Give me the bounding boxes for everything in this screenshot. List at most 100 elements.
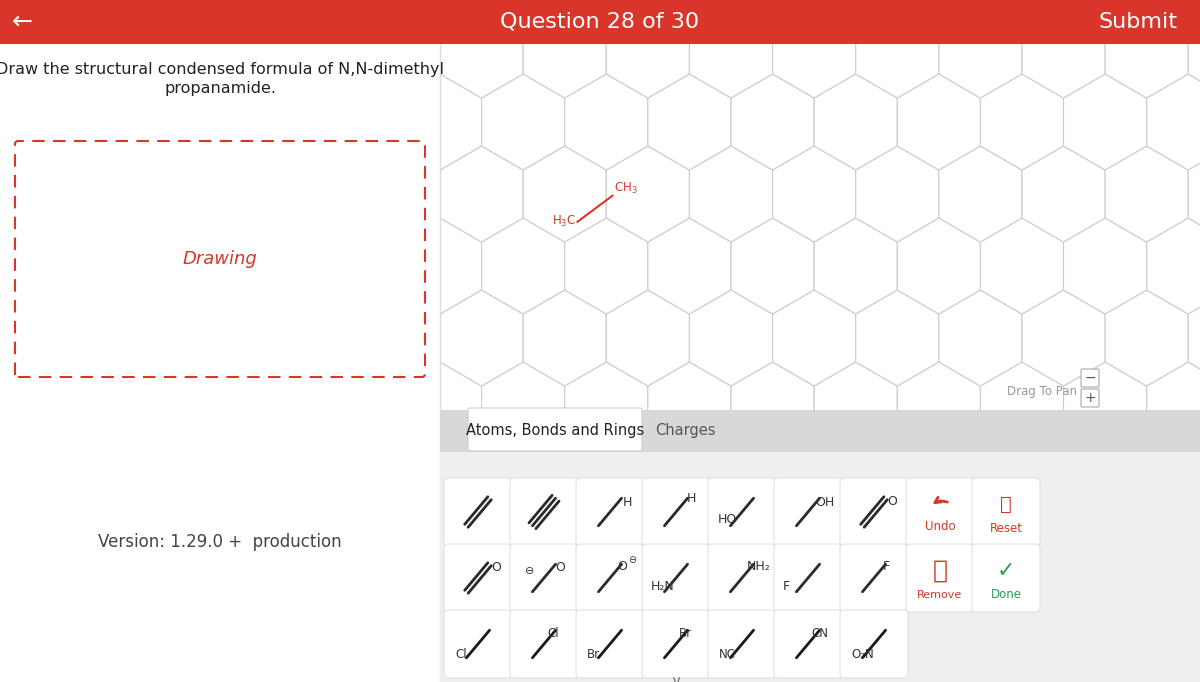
Text: O: O (617, 559, 628, 572)
Text: 🗑: 🗑 (1000, 495, 1012, 514)
Polygon shape (731, 74, 814, 170)
Polygon shape (398, 74, 481, 170)
FancyBboxPatch shape (972, 544, 1040, 612)
Text: ∨: ∨ (671, 674, 682, 682)
Text: Cl: Cl (547, 627, 559, 640)
FancyBboxPatch shape (774, 478, 842, 546)
Text: F: F (883, 559, 890, 572)
Polygon shape (481, 362, 565, 458)
FancyBboxPatch shape (14, 141, 425, 377)
Text: −: − (1084, 371, 1096, 385)
FancyBboxPatch shape (906, 544, 974, 612)
Polygon shape (606, 290, 690, 386)
Text: Remove: Remove (917, 590, 962, 599)
Polygon shape (980, 0, 1063, 26)
Polygon shape (398, 218, 481, 314)
Polygon shape (648, 0, 731, 26)
FancyBboxPatch shape (444, 610, 512, 678)
FancyBboxPatch shape (576, 610, 644, 678)
Polygon shape (773, 146, 856, 242)
Polygon shape (980, 218, 1063, 314)
Text: Submit: Submit (1099, 12, 1178, 32)
FancyBboxPatch shape (642, 478, 710, 546)
Polygon shape (980, 362, 1063, 458)
Bar (0, 0, 1200, 44)
Polygon shape (523, 2, 606, 98)
Text: F: F (782, 580, 790, 593)
Polygon shape (938, 146, 1022, 242)
Polygon shape (1105, 146, 1188, 242)
Polygon shape (731, 0, 814, 26)
Polygon shape (1022, 146, 1105, 242)
FancyBboxPatch shape (840, 544, 908, 612)
Text: Drawing: Drawing (182, 250, 257, 268)
Text: ←: ← (12, 10, 32, 34)
Polygon shape (1063, 0, 1147, 26)
Polygon shape (938, 2, 1022, 98)
Text: +: + (1084, 391, 1096, 405)
Polygon shape (1188, 146, 1200, 242)
FancyBboxPatch shape (642, 610, 710, 678)
FancyBboxPatch shape (708, 544, 776, 612)
Text: Version: 1.29.0 +  production: Version: 1.29.0 + production (98, 533, 342, 551)
Text: ✓: ✓ (997, 561, 1015, 581)
Text: H₂N: H₂N (650, 580, 674, 593)
Polygon shape (398, 362, 481, 458)
Text: Draw the structural condensed formula of N,N-dimethyl: Draw the structural condensed formula of… (0, 62, 444, 77)
Polygon shape (814, 362, 898, 458)
Polygon shape (814, 0, 898, 26)
Text: Question 28 of 30: Question 28 of 30 (500, 12, 700, 32)
Text: Br: Br (679, 627, 692, 640)
Polygon shape (1105, 290, 1188, 386)
FancyBboxPatch shape (840, 610, 908, 678)
Polygon shape (898, 74, 980, 170)
Polygon shape (1022, 290, 1105, 386)
Polygon shape (1188, 290, 1200, 386)
Text: H: H (623, 496, 632, 509)
Text: NC: NC (719, 649, 737, 662)
Text: ⓧ: ⓧ (932, 559, 948, 583)
Text: Undo: Undo (925, 520, 955, 533)
Polygon shape (1105, 2, 1188, 98)
Polygon shape (1063, 218, 1147, 314)
Bar (0, 44, 440, 682)
Text: H$_3$C: H$_3$C (552, 214, 576, 229)
Text: Done: Done (990, 589, 1021, 602)
Text: O₂N: O₂N (851, 649, 874, 662)
Polygon shape (606, 146, 690, 242)
Polygon shape (773, 2, 856, 98)
FancyBboxPatch shape (510, 610, 578, 678)
Polygon shape (1147, 74, 1200, 170)
Polygon shape (690, 2, 773, 98)
FancyBboxPatch shape (774, 544, 842, 612)
Text: Br: Br (587, 649, 600, 662)
Bar (440, 44, 1200, 410)
FancyBboxPatch shape (576, 478, 644, 546)
Text: O: O (554, 561, 565, 574)
Polygon shape (648, 362, 731, 458)
FancyBboxPatch shape (576, 544, 644, 612)
Polygon shape (856, 146, 938, 242)
Text: HO: HO (718, 513, 737, 526)
Polygon shape (690, 290, 773, 386)
Polygon shape (648, 218, 731, 314)
FancyBboxPatch shape (444, 478, 512, 546)
Polygon shape (690, 146, 773, 242)
Text: propanamide.: propanamide. (164, 81, 276, 96)
Polygon shape (856, 2, 938, 98)
Polygon shape (565, 218, 648, 314)
Text: O: O (491, 561, 502, 574)
FancyBboxPatch shape (1081, 369, 1099, 387)
Polygon shape (1022, 2, 1105, 98)
Text: ⊖: ⊖ (628, 555, 636, 565)
Polygon shape (1188, 2, 1200, 98)
Text: Charges: Charges (655, 424, 715, 439)
Polygon shape (938, 290, 1022, 386)
Polygon shape (565, 362, 648, 458)
Polygon shape (1063, 74, 1147, 170)
Text: H: H (686, 492, 696, 505)
Polygon shape (731, 218, 814, 314)
Polygon shape (1063, 362, 1147, 458)
Polygon shape (898, 0, 980, 26)
Bar (440, 410, 1200, 452)
